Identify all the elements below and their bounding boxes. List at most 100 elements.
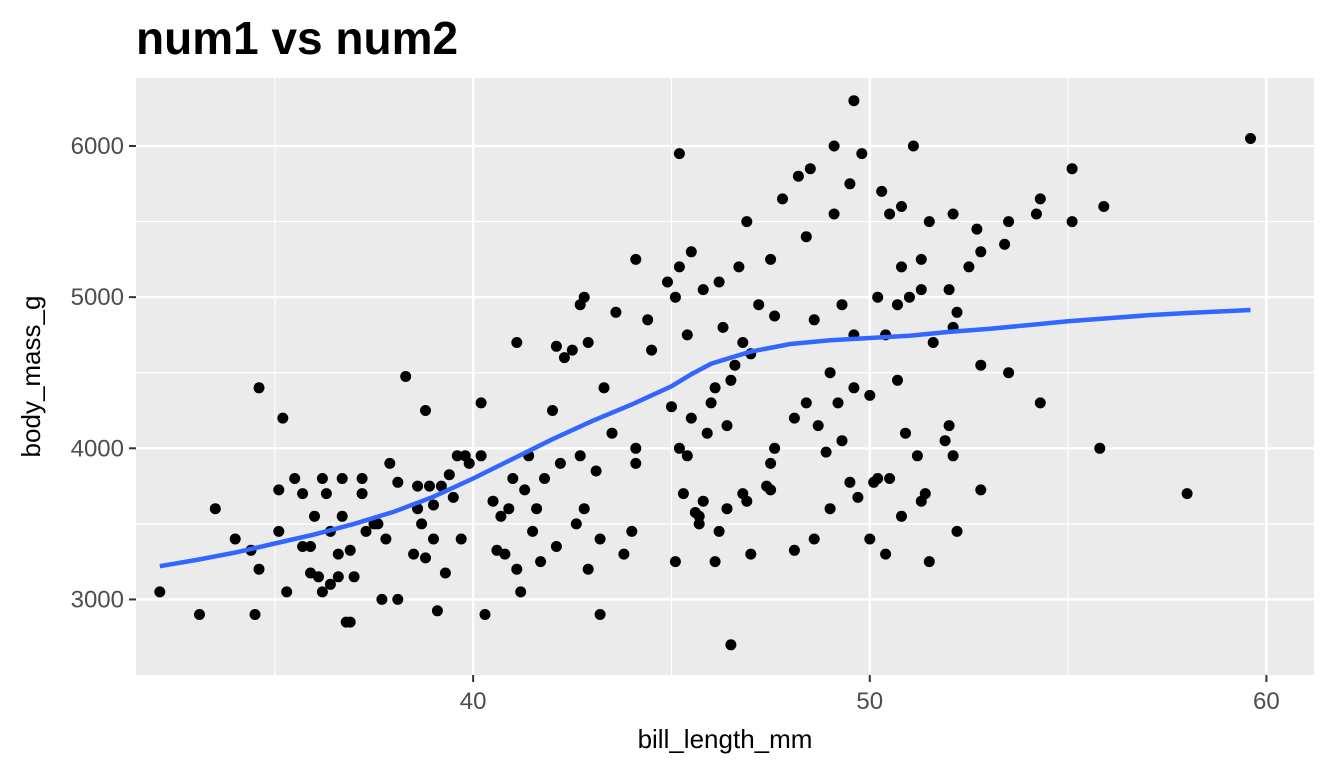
data-point — [507, 473, 519, 484]
data-point — [1003, 367, 1015, 379]
minor-grid — [136, 78, 1314, 675]
data-point — [479, 609, 491, 620]
data-point — [737, 337, 749, 348]
data-point — [320, 488, 332, 500]
data-point — [669, 291, 681, 303]
data-point — [907, 140, 919, 152]
data-point — [443, 469, 455, 481]
data-point — [451, 450, 463, 462]
data-point — [896, 510, 907, 522]
data-point — [943, 420, 955, 432]
data-point — [923, 216, 935, 228]
data-point — [697, 495, 709, 507]
data-point — [626, 525, 638, 537]
data-point — [1245, 133, 1256, 144]
data-point — [420, 552, 431, 564]
data-point — [487, 495, 499, 507]
data-point — [281, 586, 293, 598]
data-point — [693, 510, 705, 522]
data-point — [765, 457, 777, 469]
y-tick-label: 5000 — [71, 284, 124, 311]
data-point — [194, 609, 205, 620]
data-point — [884, 473, 896, 484]
data-point — [582, 563, 594, 575]
data-point — [273, 484, 285, 496]
major-grid — [136, 78, 1314, 675]
data-point — [844, 178, 856, 190]
data-point — [570, 518, 582, 530]
data-point — [943, 284, 955, 296]
data-point — [578, 291, 590, 303]
data-point — [455, 533, 467, 545]
data-point — [852, 491, 864, 503]
data-point — [332, 571, 344, 583]
data-point — [400, 371, 412, 382]
data-point — [527, 525, 539, 537]
data-point — [848, 382, 860, 394]
data-point — [519, 484, 531, 496]
y-tick-label: 3000 — [71, 586, 124, 613]
data-point — [1034, 397, 1046, 409]
data-point — [705, 397, 717, 409]
data-point — [892, 299, 903, 311]
data-point — [864, 389, 876, 401]
data-point — [876, 185, 888, 197]
plot-panel — [136, 78, 1314, 675]
data-point — [412, 480, 424, 492]
data-point — [344, 544, 356, 556]
data-point — [673, 261, 685, 273]
data-point — [975, 246, 987, 258]
data-point — [856, 148, 868, 160]
data-point — [154, 586, 166, 598]
data-point — [305, 541, 316, 552]
data-point — [475, 450, 487, 462]
data-point — [253, 382, 265, 394]
data-point — [344, 616, 356, 628]
data-point — [324, 578, 336, 590]
data-point — [332, 548, 344, 560]
data-point — [515, 586, 527, 598]
data-point — [1098, 201, 1110, 212]
data-point — [463, 457, 475, 469]
data-point — [709, 382, 721, 394]
data-point — [975, 484, 987, 496]
data-point — [777, 193, 788, 205]
data-point — [717, 321, 729, 333]
data-point — [316, 473, 328, 484]
data-point — [741, 495, 753, 507]
data-point — [709, 556, 721, 568]
data-point — [713, 525, 725, 537]
data-point — [574, 450, 586, 462]
data-point — [431, 605, 443, 617]
data-point — [1094, 442, 1106, 454]
data-point — [336, 510, 348, 522]
data-point — [848, 95, 860, 107]
data-point — [923, 556, 935, 568]
data-point — [439, 567, 451, 579]
data-point — [697, 284, 709, 296]
data-point — [788, 412, 800, 424]
data-point — [535, 556, 547, 568]
data-point — [999, 238, 1011, 250]
data-point — [511, 563, 523, 575]
x-tick-label: 60 — [1253, 688, 1280, 715]
data-point — [685, 246, 697, 258]
y-tick-label: 6000 — [71, 133, 124, 160]
data-point — [864, 533, 876, 545]
data-point — [666, 401, 677, 413]
data-point — [725, 639, 737, 651]
data-point — [618, 548, 630, 560]
data-point — [721, 420, 733, 432]
data-point — [630, 253, 642, 265]
data-point — [820, 446, 832, 458]
data-point — [392, 476, 404, 488]
y-tick-label: 4000 — [71, 435, 124, 462]
data-point — [677, 488, 689, 500]
data-point — [582, 337, 594, 348]
data-point — [531, 503, 543, 515]
data-point — [594, 533, 606, 545]
data-point — [880, 548, 892, 560]
data-point — [547, 405, 558, 416]
data-point — [769, 442, 781, 454]
